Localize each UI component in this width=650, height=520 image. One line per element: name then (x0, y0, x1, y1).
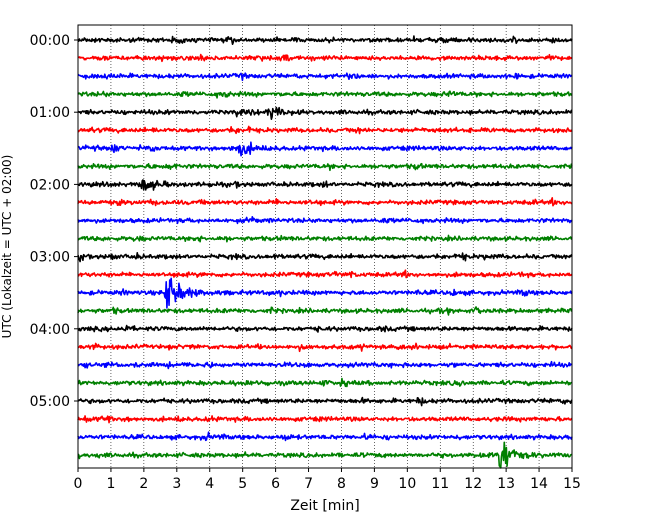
x-tick-label-4: 4 (205, 476, 214, 492)
trace-row-5 (77, 125, 573, 135)
y-tick-label-4: 04:00 (30, 322, 70, 338)
x-tick-label-11: 11 (431, 476, 449, 492)
trace-row-0 (77, 35, 573, 46)
grid-lines (110, 25, 540, 468)
x-tick-label-9: 9 (370, 476, 379, 492)
trace-row-19 (77, 377, 573, 388)
trace-row-13 (77, 269, 573, 279)
trace-row-17 (77, 342, 573, 353)
trace-row-9 (77, 197, 573, 207)
x-tick-label-13: 13 (497, 476, 515, 492)
trace-row-20 (77, 396, 573, 407)
y-tick-label-2: 02:00 (30, 177, 70, 193)
trace-row-11 (77, 234, 573, 243)
x-tick-label-8: 8 (337, 476, 346, 492)
x-tick-label-7: 7 (304, 476, 313, 492)
x-tick-label-12: 12 (464, 476, 482, 492)
trace-rows (77, 35, 573, 469)
x-tick-label-1: 1 (106, 476, 115, 492)
trace-row-10 (77, 216, 573, 225)
y-axis-ticks: 00:00 01:00 02:00 03:00 04:00 05:00 (30, 33, 78, 410)
plot-frame (77, 24, 573, 469)
trace-row-16 (77, 324, 573, 333)
trace-row-14 (77, 277, 573, 309)
x-tick-label-14: 14 (530, 476, 548, 492)
trace-row-4 (77, 106, 573, 121)
x-tick-label-2: 2 (139, 476, 148, 492)
trace-row-12 (77, 251, 573, 263)
trace-row-18 (77, 360, 573, 370)
y-tick-label-5: 05:00 (30, 394, 70, 410)
x-tick-label-3: 3 (172, 476, 181, 492)
x-axis-ticks: 0 1 2 3 4 5 6 7 8 9 10 11 12 13 14 15 (74, 468, 581, 492)
x-tick-label-5: 5 (238, 476, 247, 492)
trace-row-2 (77, 72, 573, 82)
trace-row-23 (77, 441, 573, 469)
trace-row-21 (77, 415, 573, 424)
y-tick-label-0: 00:00 (30, 33, 70, 49)
y-tick-label-1: 01:00 (30, 105, 70, 121)
x-tick-label-10: 10 (398, 476, 416, 492)
x-tick-label-0: 0 (74, 476, 83, 492)
trace-row-6 (77, 141, 573, 157)
trace-row-22 (77, 431, 573, 442)
x-tick-label-15: 15 (563, 476, 581, 492)
trace-row-8 (77, 179, 573, 191)
x-tick-label-6: 6 (271, 476, 280, 492)
y-axis-label: UTC (Lokalzeit = UTC + 02:00) (0, 155, 14, 339)
trace-row-7 (77, 162, 573, 172)
trace-row-3 (77, 90, 573, 99)
trace-row-1 (77, 53, 573, 63)
x-axis-label: Zeit [min] (290, 498, 359, 514)
trace-row-15 (77, 306, 573, 316)
y-tick-label-3: 03:00 (30, 250, 70, 266)
